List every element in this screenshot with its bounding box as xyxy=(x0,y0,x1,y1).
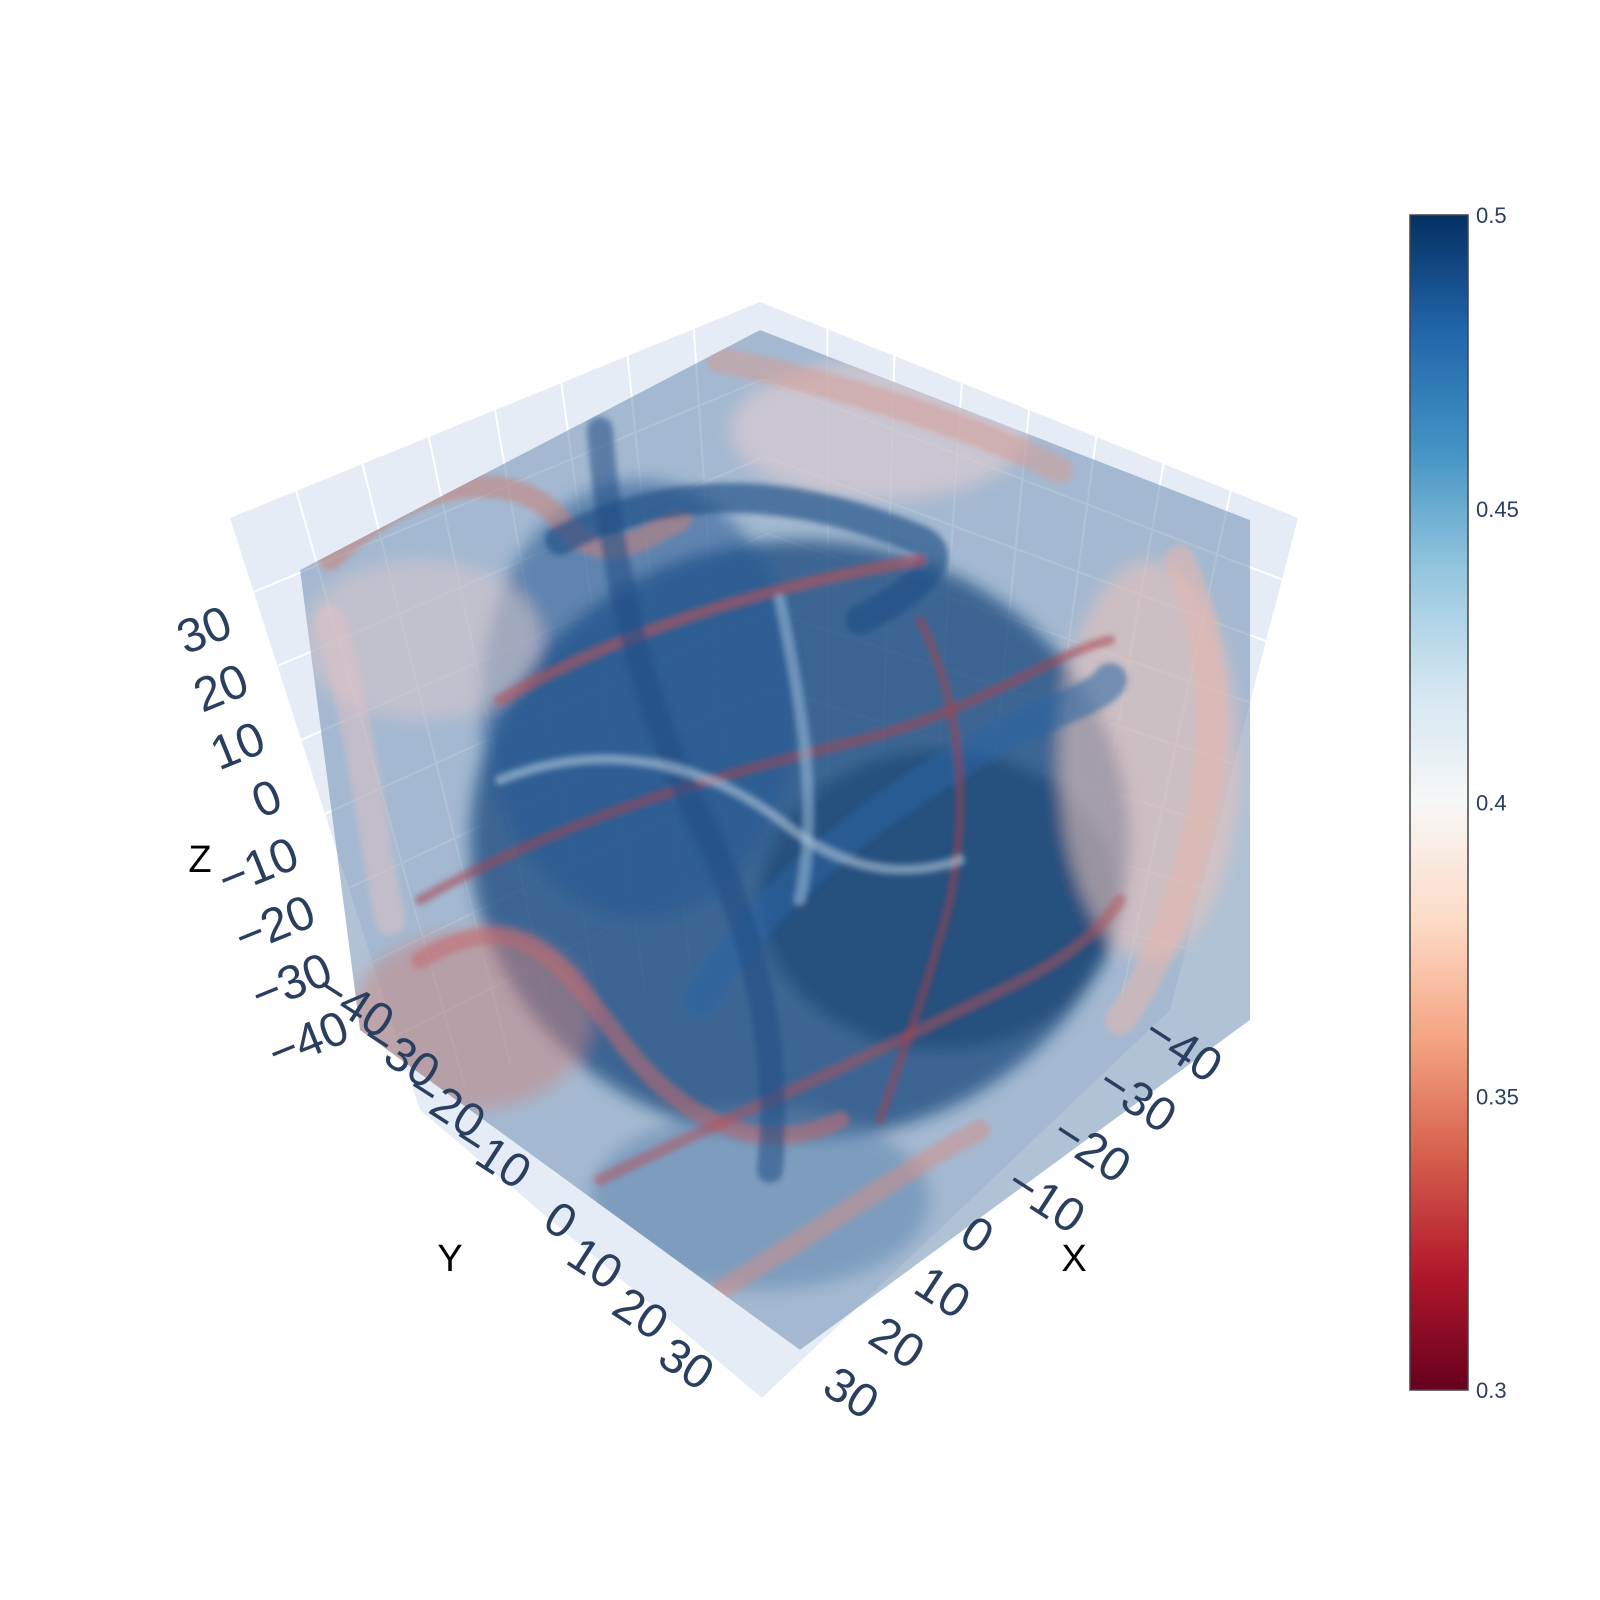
x-tick-label: 10 xyxy=(905,1256,979,1330)
volume-blob xyxy=(350,930,590,1110)
x-axis-title: X xyxy=(1061,1238,1086,1280)
x-tick-label: 20 xyxy=(860,1306,934,1380)
volume-isosurfaces xyxy=(300,330,1250,1350)
x-tick-label: 30 xyxy=(814,1357,888,1431)
colorbar-tick-label: 0.45 xyxy=(1476,497,1519,522)
band xyxy=(876,616,964,1124)
colorbar[interactable]: 0.3 0.35 0.4 0.45 0.5 xyxy=(1409,203,1519,1403)
colorbar-tick-label: 0.35 xyxy=(1476,1084,1519,1109)
z-tick-label: 0 xyxy=(245,770,290,829)
z-tick-label: 20 xyxy=(186,654,255,723)
band xyxy=(1105,545,1227,1035)
z-axis-title: Z xyxy=(188,839,211,881)
colorbar-tick-label: 0.3 xyxy=(1476,1378,1507,1403)
band xyxy=(587,417,786,1183)
colorbar-tick-label: 0.4 xyxy=(1476,791,1507,816)
band xyxy=(495,754,965,875)
y-axis-title: Y xyxy=(437,1238,462,1280)
volume-blob xyxy=(590,1110,930,1290)
colorbar-gradient xyxy=(1409,214,1469,1391)
z-tick-label: 10 xyxy=(203,712,272,781)
colorbar-ticks: 0.3 0.35 0.4 0.45 0.5 xyxy=(1476,203,1519,1403)
band xyxy=(494,554,926,706)
band xyxy=(707,347,1073,483)
colorbar-tick-label: 0.5 xyxy=(1476,203,1507,228)
band xyxy=(774,594,815,906)
band xyxy=(545,483,948,635)
band xyxy=(315,605,405,935)
z-tick-label: 30 xyxy=(170,596,239,665)
band xyxy=(710,1120,990,1300)
band xyxy=(415,635,1115,905)
